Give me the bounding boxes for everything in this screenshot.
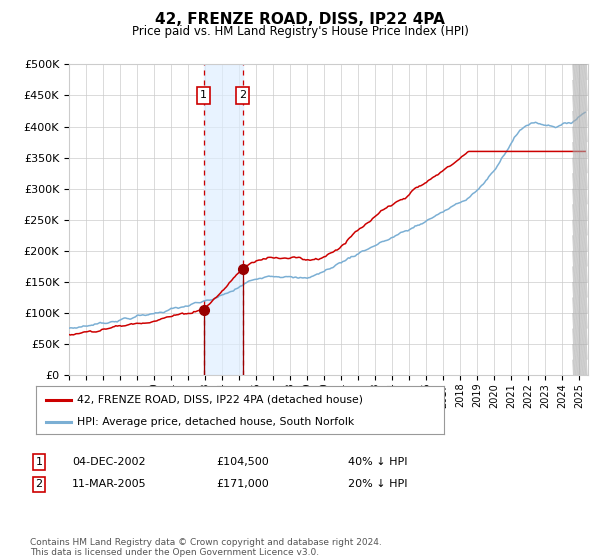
Text: Price paid vs. HM Land Registry's House Price Index (HPI): Price paid vs. HM Land Registry's House … bbox=[131, 25, 469, 38]
Text: 11-MAR-2005: 11-MAR-2005 bbox=[72, 479, 146, 489]
Text: 2: 2 bbox=[35, 479, 43, 489]
Text: 20% ↓ HPI: 20% ↓ HPI bbox=[348, 479, 407, 489]
Text: 42, FRENZE ROAD, DISS, IP22 4PA (detached house): 42, FRENZE ROAD, DISS, IP22 4PA (detache… bbox=[77, 395, 363, 405]
Text: 40% ↓ HPI: 40% ↓ HPI bbox=[348, 457, 407, 467]
Text: 04-DEC-2002: 04-DEC-2002 bbox=[72, 457, 146, 467]
Text: £171,000: £171,000 bbox=[216, 479, 269, 489]
Text: HPI: Average price, detached house, South Norfolk: HPI: Average price, detached house, Sout… bbox=[77, 417, 354, 427]
Bar bbox=[204, 64, 243, 375]
Text: 1: 1 bbox=[200, 91, 207, 100]
Text: 42, FRENZE ROAD, DISS, IP22 4PA: 42, FRENZE ROAD, DISS, IP22 4PA bbox=[155, 12, 445, 27]
Text: £104,500: £104,500 bbox=[216, 457, 269, 467]
Text: 2: 2 bbox=[239, 91, 246, 100]
Text: Contains HM Land Registry data © Crown copyright and database right 2024.
This d: Contains HM Land Registry data © Crown c… bbox=[30, 538, 382, 557]
Text: 1: 1 bbox=[35, 457, 43, 467]
